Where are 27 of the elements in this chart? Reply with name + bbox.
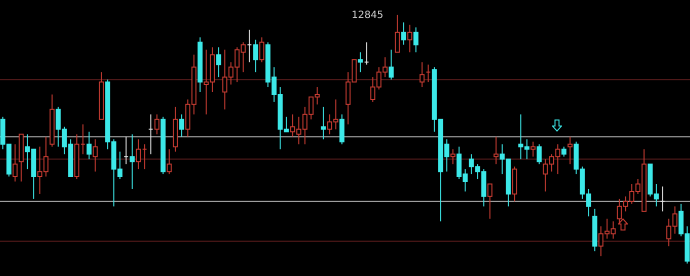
annotation: 12845 [352,10,384,21]
candlestick [216,46,222,78]
candlestick [339,114,344,145]
candlestick [92,138,98,172]
candlestick [394,14,400,53]
candlestick [450,148,456,165]
candlestick [401,22,406,46]
candlestick [259,36,264,63]
candlestick [420,62,425,88]
candlestick [407,24,412,53]
candlestick [413,26,418,53]
candlestick [530,141,536,158]
candlestick [388,49,394,80]
candlestick [487,184,492,220]
candlestick [320,106,326,140]
candlestick [253,39,258,73]
candlestick [166,148,172,175]
candlestick [536,144,542,165]
candlestick [358,52,363,73]
candlestick [561,146,566,158]
candlestick [154,114,160,135]
candlestick [494,136,499,165]
candlestick [12,144,18,182]
candlestick [130,134,135,190]
candlestick [179,114,184,138]
candlestick [86,131,92,160]
candlestick [568,136,573,165]
